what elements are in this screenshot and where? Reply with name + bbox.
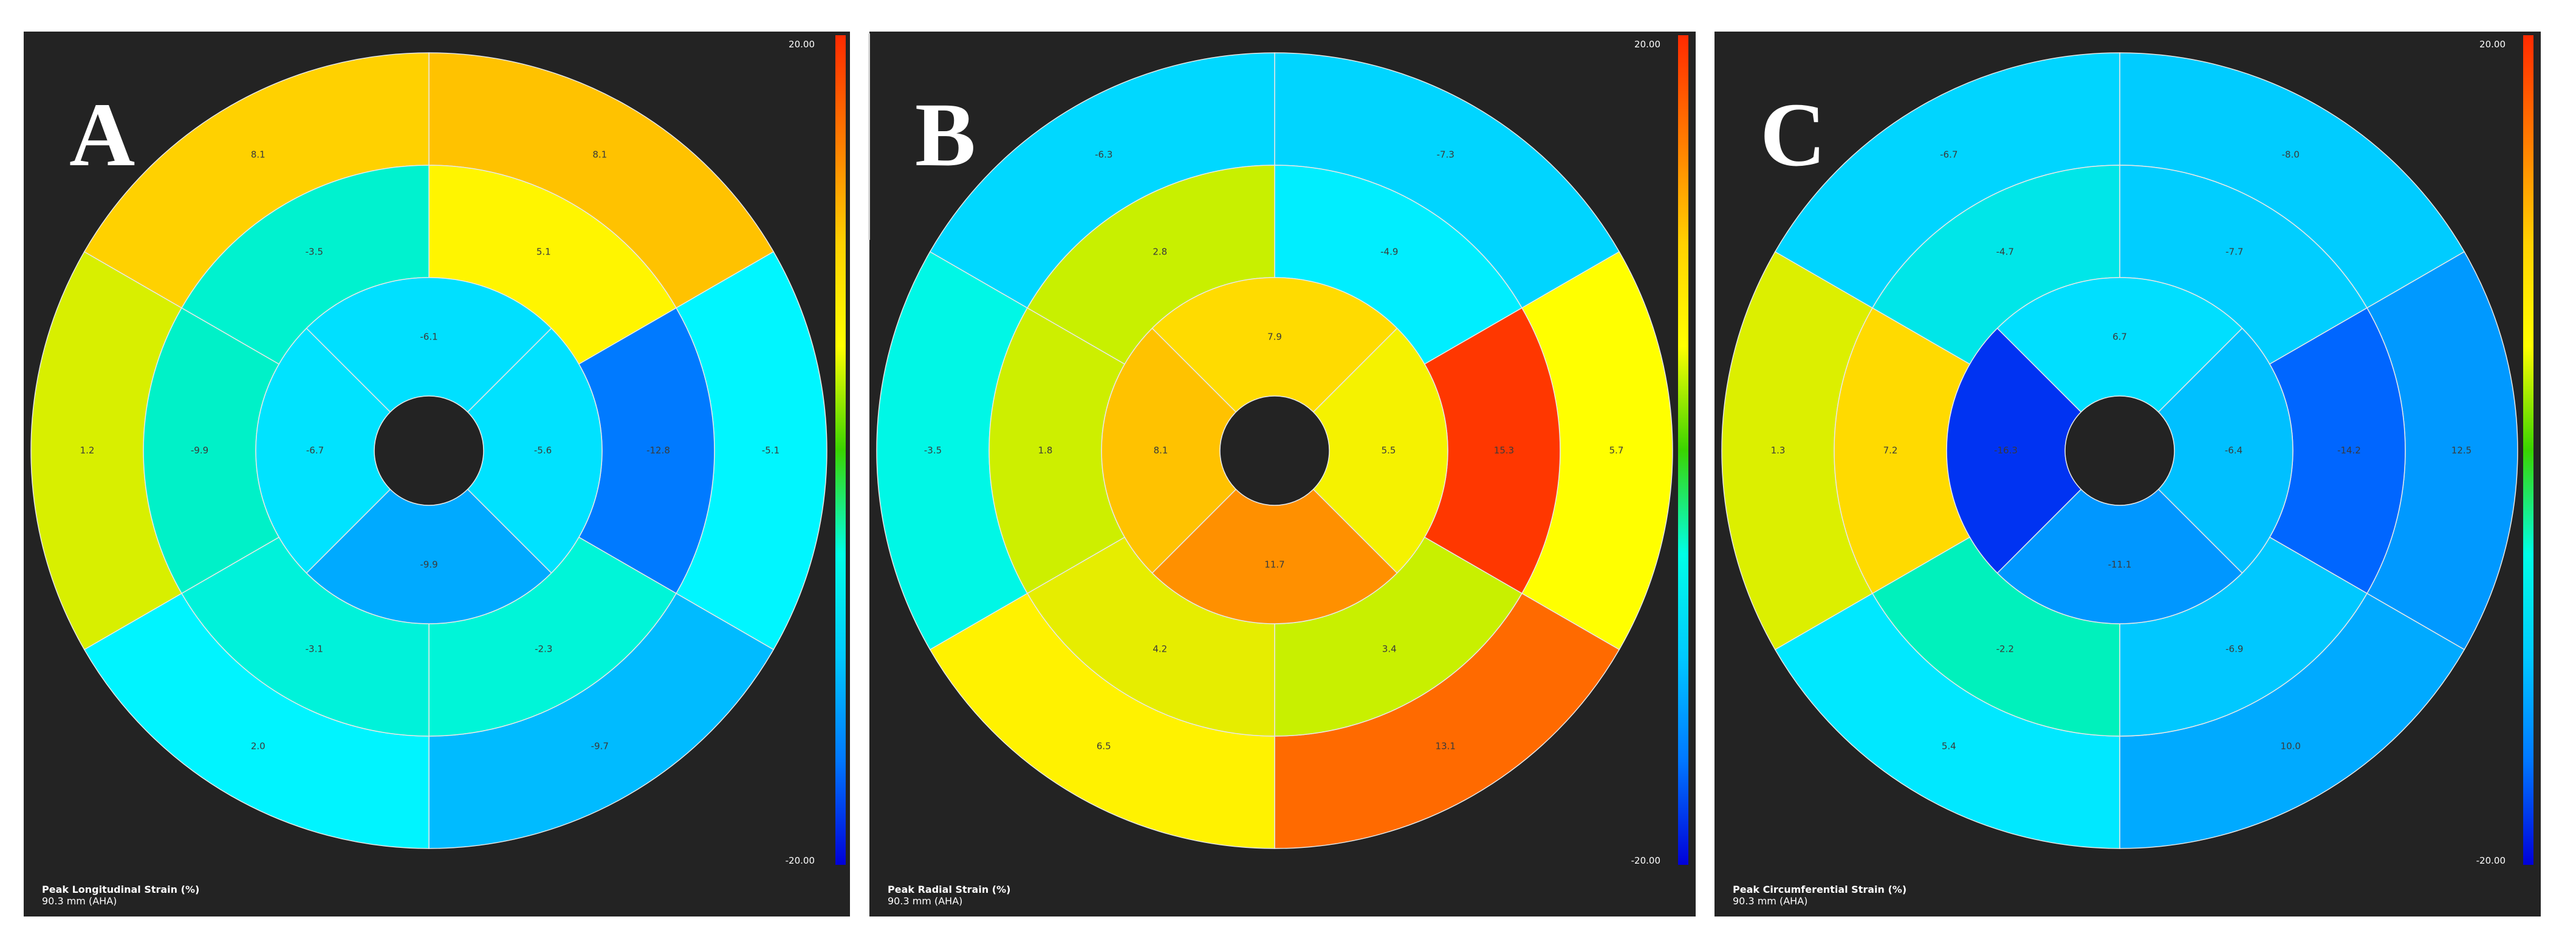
segment-value-label: 7.2 bbox=[1883, 445, 1898, 456]
segment-value-label: -6.3 bbox=[1095, 149, 1113, 160]
center-hole bbox=[374, 395, 484, 506]
segment-value-label: 1.8 bbox=[1038, 445, 1053, 456]
caption-title: Peak Circumferential Strain (%) bbox=[1733, 884, 1907, 895]
colorbar-max-label: 20.00 bbox=[789, 39, 815, 50]
segment-value-label: -6.4 bbox=[2224, 445, 2243, 456]
segment-value-label: -6.7 bbox=[1940, 149, 1958, 160]
colorbar-max-label: 20.00 bbox=[2479, 39, 2506, 50]
segment-value-label: -4.7 bbox=[1996, 246, 2014, 258]
segment-value-label: -16.3 bbox=[1994, 445, 2018, 456]
segment-value-label: -9.7 bbox=[591, 740, 609, 752]
segment-value-label: -5.1 bbox=[761, 445, 780, 456]
segment-value-label: 11.7 bbox=[1264, 559, 1285, 570]
segment-value-label: -7.3 bbox=[1436, 149, 1454, 160]
segment-value-label: 12.5 bbox=[2451, 445, 2472, 456]
segment-value-label: -14.2 bbox=[2337, 445, 2361, 456]
segment-value-label: -3.1 bbox=[305, 643, 323, 655]
segment-value-label: -2.3 bbox=[535, 643, 553, 655]
colorbar bbox=[1678, 35, 1688, 865]
strain-panel-c: C 20.00 -20.00 Peak Circumferential Stra… bbox=[1714, 32, 2541, 916]
segment-value-label: 1.3 bbox=[1770, 445, 1786, 456]
segment-value-label: 10.0 bbox=[2280, 740, 2301, 752]
colorbar bbox=[2523, 35, 2533, 865]
strain-panel-b: B 20.00 -20.00 Peak Radial Strain (%) 90… bbox=[869, 32, 1696, 916]
segment-value-label: -11.1 bbox=[2108, 559, 2132, 570]
segment-value-label: 8.1 bbox=[1153, 445, 1168, 456]
segment-value-label: 5.7 bbox=[1609, 445, 1624, 456]
colorbar-min-label: -20.00 bbox=[2476, 855, 2506, 866]
bullseye-plot-c bbox=[1721, 52, 2518, 849]
caption-title: Peak Longitudinal Strain (%) bbox=[42, 884, 200, 895]
segment-value-label: 1.2 bbox=[80, 445, 95, 456]
segment-value-label: 6.5 bbox=[1096, 740, 1111, 752]
colorbar-max-label: 20.00 bbox=[1634, 39, 1660, 50]
segment-value-label: 6.7 bbox=[2112, 331, 2127, 342]
panel-letter: A bbox=[69, 84, 135, 185]
segment-value-label: 7.9 bbox=[1267, 331, 1282, 342]
segment-value-label: 5.1 bbox=[536, 246, 551, 258]
segment-value-label: -2.2 bbox=[1996, 643, 2014, 655]
segment-value-label: 5.5 bbox=[1381, 445, 1396, 456]
segment-value-label: 2.0 bbox=[250, 740, 265, 752]
segment-value-label: 2.8 bbox=[1153, 246, 1168, 258]
segment-value-label: -3.5 bbox=[305, 246, 323, 258]
segment-value-label: -4.9 bbox=[1380, 246, 1399, 258]
segment-value-label: -6.7 bbox=[306, 445, 324, 456]
segment-value-label: -7.7 bbox=[2225, 246, 2244, 258]
bullseye-plot-b bbox=[876, 52, 1673, 849]
panel-letter: C bbox=[1760, 84, 1826, 185]
segment-value-label: 13.1 bbox=[1435, 740, 1456, 752]
colorbar-min-label: -20.00 bbox=[1631, 855, 1660, 866]
caption-subtitle: 90.3 mm (AHA) bbox=[42, 895, 117, 907]
segment-value-label: -12.8 bbox=[646, 445, 670, 456]
segment-value-label: 4.2 bbox=[1153, 643, 1168, 655]
segment-value-label: 8.1 bbox=[250, 149, 265, 160]
colorbar-min-label: -20.00 bbox=[785, 855, 815, 866]
segment-value-label: -9.9 bbox=[190, 445, 209, 456]
segment-value-label: -6.9 bbox=[2225, 643, 2244, 655]
center-hole bbox=[1219, 395, 1330, 506]
caption-title: Peak Radial Strain (%) bbox=[888, 884, 1011, 895]
panel-letter: B bbox=[915, 84, 976, 185]
segment-value-label: -8.0 bbox=[2281, 149, 2300, 160]
segment-value-label: -6.1 bbox=[420, 331, 438, 342]
segment-value-label: 8.1 bbox=[592, 149, 608, 160]
caption-subtitle: 90.3 mm (AHA) bbox=[1733, 895, 1808, 907]
bullseye-plot-a bbox=[30, 52, 827, 849]
caption-subtitle: 90.3 mm (AHA) bbox=[888, 895, 963, 907]
divider-line bbox=[868, 33, 870, 240]
center-hole bbox=[2064, 395, 2175, 506]
segment-value-label: -5.6 bbox=[533, 445, 552, 456]
segment-value-label: -9.9 bbox=[420, 559, 438, 570]
segment-value-label: -3.5 bbox=[923, 445, 942, 456]
segment-value-label: 5.4 bbox=[1941, 740, 1956, 752]
strain-panel-a: A 20.00 -20.00 Peak Longitudinal Strain … bbox=[24, 32, 850, 916]
colorbar bbox=[835, 35, 846, 865]
segment-value-label: 15.3 bbox=[1493, 445, 1515, 456]
segment-value-label: 3.4 bbox=[1382, 643, 1397, 655]
